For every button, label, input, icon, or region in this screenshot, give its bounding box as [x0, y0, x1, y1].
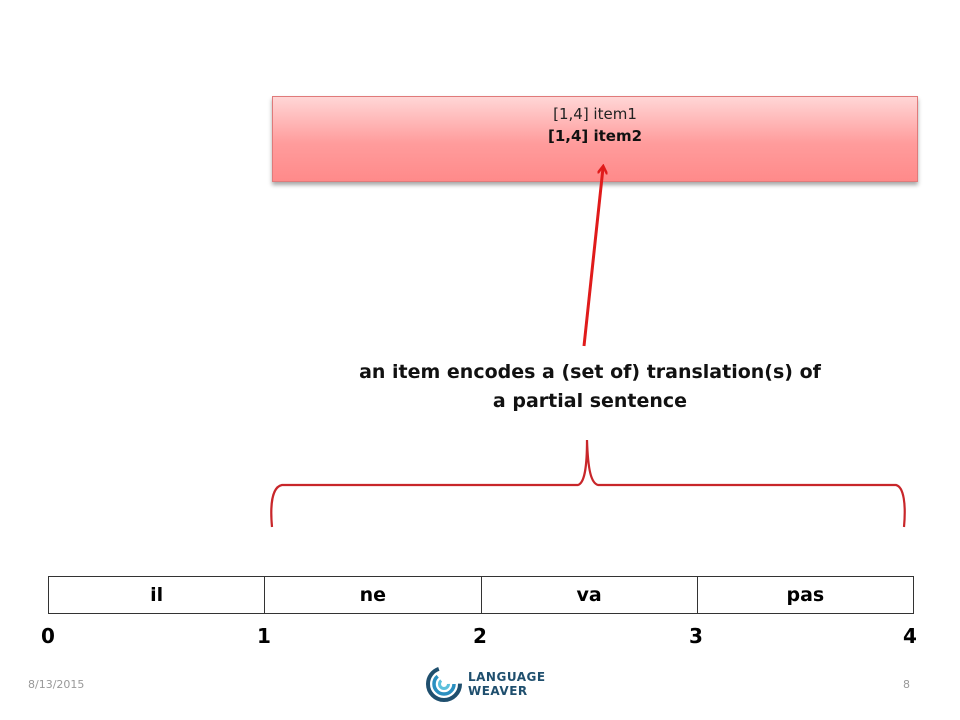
- language-weaver-logo: LANGUAGE WEAVER: [424, 662, 564, 706]
- logo-text-line-1: LANGUAGE: [468, 670, 546, 684]
- word-cell-ne: ne: [265, 577, 482, 613]
- item-label-2: [1,4] item2: [547, 127, 643, 145]
- caption-line-1: an item encodes a (set of) translation(s…: [359, 361, 821, 383]
- position-label-4: 4: [903, 624, 917, 648]
- arrow-line: [582, 168, 603, 347]
- caption: an item encodes a (set of) translation(s…: [320, 358, 860, 416]
- word-cell-va: va: [482, 577, 698, 613]
- position-label-2: 2: [473, 624, 487, 648]
- item-box: [1,4] item1 [1,4] item2: [272, 96, 918, 182]
- position-label-3: 3: [689, 624, 703, 648]
- position-label-0: 0: [41, 624, 55, 648]
- item-label-1: [1,4] item1: [553, 105, 637, 123]
- logo-text: LANGUAGE WEAVER: [468, 670, 546, 698]
- word-row: il ne va pas: [48, 576, 914, 614]
- curly-brace: [270, 439, 906, 528]
- caption-line-2: a partial sentence: [492, 390, 688, 412]
- position-label-1: 1: [257, 624, 271, 648]
- footer-page-number: 8: [903, 678, 910, 691]
- word-cell-il: il: [49, 577, 266, 613]
- logo-swirl-icon: [426, 666, 462, 702]
- logo-text-line-2: WEAVER: [468, 684, 528, 698]
- word-cell-pas: pas: [786, 584, 825, 606]
- footer-date: 8/13/2015: [28, 678, 85, 691]
